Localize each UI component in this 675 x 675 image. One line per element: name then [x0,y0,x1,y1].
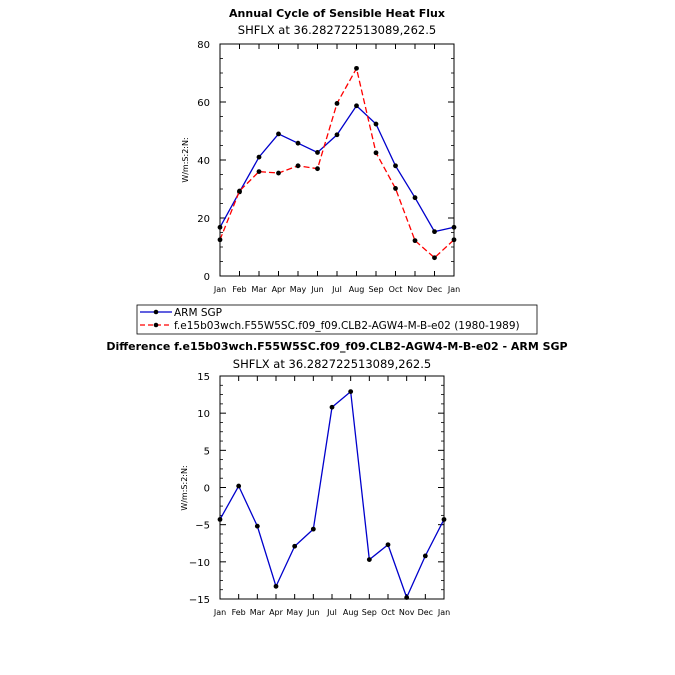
chart1-ytick-label: 40 [197,156,210,167]
chart2-ytick-label: 0 [204,484,210,495]
chart1-ytick-label: 80 [197,40,210,51]
chart2-xtick-label: Jan [437,608,450,617]
chart2-title: Difference f.e15b03wch.F55W5SC.f09_f09.C… [106,340,567,353]
chart1-data-point [432,255,437,261]
chart1-data-point [256,154,262,160]
chart1-xtick-label: Jan [447,285,460,294]
chart1-data-point [451,237,457,243]
chart1-series-line-0 [219,104,455,233]
chart2-series-line-0 [219,390,445,600]
chart2-ytick-label: −10 [189,558,210,569]
chart2-xtick-label: Apr [269,608,284,617]
chart1-data-point [256,169,262,175]
chart1-xtick-label: Jan [213,285,226,294]
chart2-xtick-label: Mar [250,608,266,617]
chart1-xtick-label: Oct [389,285,403,294]
chart2-data-point [292,543,298,549]
chart1-data-point [217,237,223,243]
chart2-xtick-label: Aug [343,608,359,617]
chart2-ytick-label: −5 [195,521,210,532]
chart1-ytick-label: 60 [197,98,210,109]
chart2-data-point [273,583,279,589]
chart2-xtick-label: Jan [213,608,226,617]
chart1-data-point [295,163,301,169]
chart1-xtick-label: May [290,285,307,294]
chart1-data-point [315,150,320,155]
chart1-xtick-label: Jul [331,285,342,294]
chart1-xtick-label: Nov [407,285,423,294]
chart2-data-point [441,517,447,522]
chart1-data-point [393,163,398,169]
chart2-data-point [366,557,372,563]
chart1-xtick-label: Feb [232,285,246,294]
chart2-data-point [254,523,260,529]
chart1-ylabel: W/m:S:2:N: [181,137,190,182]
chart1-ytick-label: 0 [204,272,210,283]
chart1-data-point [237,188,242,194]
chart1-data-point [334,132,340,138]
chart2-data-point [236,483,242,489]
chart2-ytick-label: 10 [197,409,210,420]
chart1-xtick-label: Dec [427,285,442,294]
chart2-xtick-label: Dec [418,608,433,617]
legend-marker-model [153,322,159,328]
chart1-ytick-label: 20 [197,214,210,225]
chart1-xtick-label: Jun [310,285,324,294]
chart2-data-point [422,553,428,559]
chart2-data-point [217,517,223,522]
legend-label-arm: ARM SGP [174,307,222,319]
chart1-data-point [412,238,418,244]
chart2-xtick-label: Jun [306,608,320,617]
chart1-data-point [451,224,457,230]
chart2-xtick-label: Jul [326,608,337,617]
chart1-data-point [217,224,223,230]
chart1-data-point [354,65,359,71]
chart1-xtick-label: Apr [272,285,287,294]
chart2-data-point [329,404,335,410]
chart2-ylabel: W/m:S:2:N: [180,465,189,510]
chart1-data-point [393,186,398,191]
chart2-data-point [310,526,316,532]
legend-marker-arm [153,309,159,315]
chart1-data-point [354,103,359,109]
chart2-xtick-label: Feb [232,608,246,617]
chart1-data-point [412,195,418,201]
chart1-xtick-label: Mar [251,285,267,294]
chart1-data-point [373,150,379,156]
chart2-subtitle: SHFLX at 36.282722513089,262.5 [233,357,431,371]
chart2-ytick-label: 15 [197,372,210,383]
legend-label-model: f.e15b03wch.F55W5SC.f09_f09.CLB2-AGW4-M-… [174,320,520,332]
chart1-title: Annual Cycle of Sensible Heat Flux [229,7,445,20]
chart1-data-point [432,229,437,235]
chart1-data-point [315,166,320,172]
chart1-data-point [295,140,301,146]
chart2-xtick-label: Oct [381,608,395,617]
chart1-plot-frame [219,43,455,277]
chart2-data-point [385,542,391,548]
chart2-data-point [348,389,354,395]
chart2-xtick-label: Sep [362,608,377,617]
chart2-ytick-label: −15 [189,595,210,606]
chart1-subtitle: SHFLX at 36.282722513089,262.5 [238,23,436,37]
chart1-data-point [276,170,281,176]
legend-box [136,304,538,335]
chart1-data-point [334,101,340,106]
chart1-data-point [276,131,281,137]
chart2-xtick-label: Nov [399,608,415,617]
chart2-xtick-label: May [286,608,303,617]
chart1-xtick-label: Aug [349,285,365,294]
chart2-data-point [404,595,410,600]
chart1-xtick-label: Sep [368,285,383,294]
chart1-data-point [373,121,379,127]
chart2-ytick-label: 5 [204,446,210,457]
